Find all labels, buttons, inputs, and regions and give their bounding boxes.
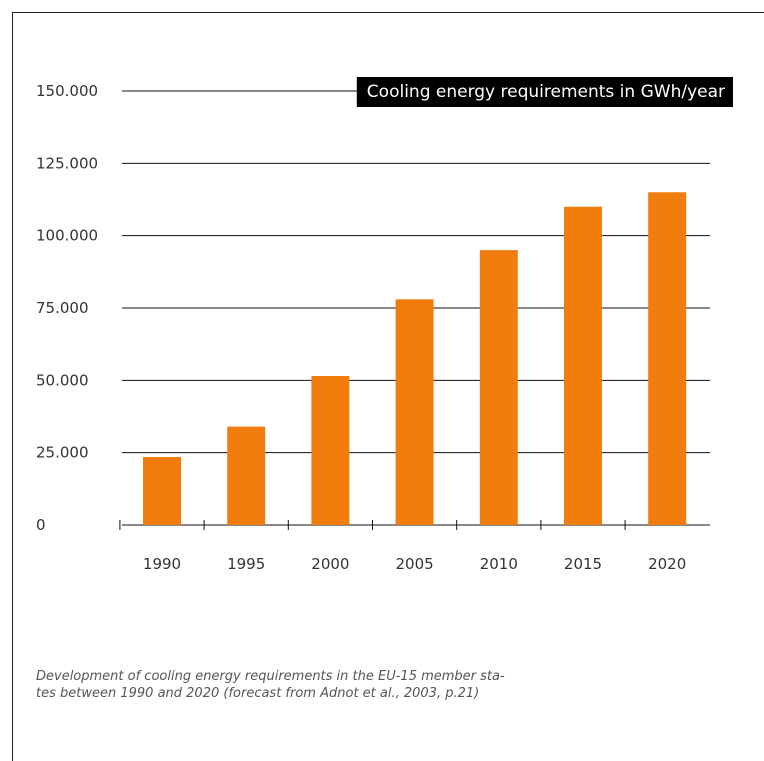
- x-axis-tick-labels: 1990 1995 2000 2005 2010 2015 2020: [143, 555, 686, 573]
- bar-1995: [227, 426, 266, 525]
- x-tick-label: 2010: [480, 555, 518, 573]
- y-tick-label: 125.000: [36, 154, 98, 172]
- bar-2010: [479, 250, 518, 525]
- figure-caption: Development of cooling energy requiremen…: [36, 668, 616, 702]
- caption-line-2: tes between 1990 and 2020 (forecast from…: [36, 686, 480, 701]
- y-tick-label: 100.000: [36, 227, 98, 245]
- chart-title-box: Cooling energy requirements in GWh/year: [356, 77, 733, 107]
- bar-2020: [648, 192, 687, 525]
- y-tick-label: 150.000: [36, 82, 98, 100]
- frame-left-border: [12, 12, 13, 761]
- frame-top-border: [12, 12, 764, 13]
- chart-title: Cooling energy requirements in GWh/year: [367, 82, 725, 102]
- bar-2005: [395, 299, 434, 525]
- y-tick-label: 0: [36, 516, 46, 534]
- bar-1990: [143, 457, 181, 525]
- x-tick-label: 2005: [396, 555, 434, 573]
- x-tick-label: 2020: [648, 555, 686, 573]
- bar-2015: [564, 206, 602, 525]
- chart-title-background: [356, 77, 733, 107]
- y-axis-tick-labels: 0 25.000 50.000 75.000 100.000 125.000 150.000: [36, 82, 98, 534]
- bar-2000: [311, 375, 350, 525]
- y-tick-label: 50.000: [36, 371, 89, 389]
- y-tick-label: 25.000: [36, 444, 89, 462]
- caption-line-1: Development of cooling energy requiremen…: [36, 669, 505, 684]
- x-tick-label: 1990: [143, 555, 181, 573]
- y-tick-label: 75.000: [36, 299, 89, 317]
- bars: [143, 192, 687, 525]
- bar-chart: 0 25.000 50.000 75.000 100.000 125.000 150.000…: [36, 77, 733, 573]
- x-axis: [119, 520, 626, 530]
- x-tick-label: 2000: [311, 555, 349, 573]
- x-tick-label: 1995: [227, 555, 265, 573]
- x-tick-label: 2015: [564, 555, 602, 573]
